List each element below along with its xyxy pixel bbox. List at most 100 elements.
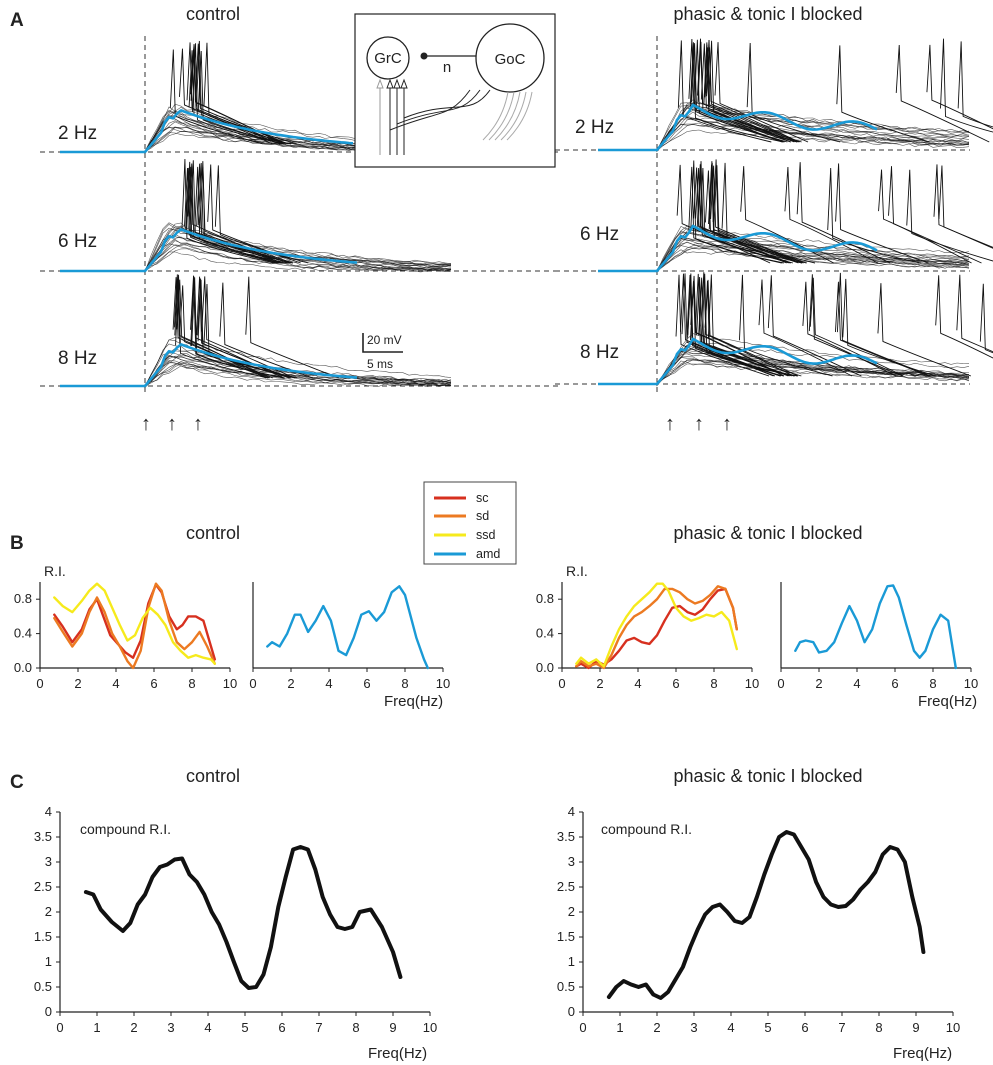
rate-label-8hz-control: 8 Hz <box>58 348 97 369</box>
spike <box>690 275 785 377</box>
panel-c: C control phasic & tonic I blocked 0 1 2 3 4… <box>10 766 960 1062</box>
x-tick-label: 9 <box>389 1020 396 1035</box>
x-tick-label: 8 <box>710 676 717 691</box>
scale-bar-voltage: 20 mV <box>367 333 402 347</box>
spike <box>935 275 993 359</box>
panel-c-control-title: control <box>186 766 240 786</box>
panel-a-control-title: control <box>186 4 240 24</box>
x-tick-label: 6 <box>672 676 679 691</box>
x-tick-label: 4 <box>853 676 860 691</box>
voltage-trace <box>60 363 452 387</box>
x-tick-label: 5 <box>241 1020 248 1035</box>
spike <box>842 278 936 377</box>
x-tick-label: 2 <box>815 676 822 691</box>
y-tick-label: 0.5 <box>557 979 575 994</box>
y-tick-label: 0.5 <box>34 979 52 994</box>
x-tick-label: 2 <box>287 676 294 691</box>
mean-trace <box>60 109 354 154</box>
series-line-amd <box>266 585 429 670</box>
y-tick-label: 2.5 <box>557 879 575 894</box>
goc-label: GoC <box>495 51 526 68</box>
spike <box>693 167 787 264</box>
parallel-fibre <box>494 91 521 141</box>
scale-bar-lines <box>362 333 403 353</box>
parallel-fibre <box>506 91 533 141</box>
x-tick-label: 3 <box>690 1020 697 1035</box>
legend: sc sd ssd amd <box>423 481 517 565</box>
x-tick-label: 2 <box>596 676 603 691</box>
spike <box>707 274 802 377</box>
y-tick-label: 1 <box>45 954 52 969</box>
y-tick-label: 0.0 <box>536 660 554 675</box>
x-tick-label: 10 <box>423 1020 437 1035</box>
stim-arrow: ↑ <box>665 413 675 435</box>
spike <box>808 274 903 377</box>
panel-b-blocked-title: phasic & tonic I blocked <box>673 523 862 543</box>
spike <box>185 167 279 264</box>
spike <box>192 43 286 145</box>
panel-c-blocked-title: phasic & tonic I blocked <box>673 766 862 786</box>
voltage-trace <box>60 350 452 387</box>
voltage-trace <box>598 353 970 386</box>
voltage-trace <box>598 360 970 386</box>
x-tick-label: 10 <box>745 676 759 691</box>
parallel-fibre <box>482 91 509 141</box>
traces-blocked-8hz <box>555 272 993 387</box>
x-tick-label: 4 <box>634 676 641 691</box>
y-tick-label: 1.5 <box>557 929 575 944</box>
x-tick-label: 6 <box>363 676 370 691</box>
x-tick-label: 8 <box>352 1020 359 1035</box>
spike <box>979 283 993 354</box>
goc-cell <box>475 23 545 93</box>
stimulus-arrows-control: ↑ ↑ ↑ <box>141 413 203 435</box>
spike <box>696 164 791 264</box>
fibre-to-goc <box>403 89 491 119</box>
spike <box>721 162 816 264</box>
spike <box>895 44 990 143</box>
voltage-trace <box>60 362 452 388</box>
spike <box>706 47 800 143</box>
spike <box>708 40 802 143</box>
spike <box>835 163 929 264</box>
series-line-ssd <box>575 582 738 668</box>
x-tick-label: 6 <box>150 676 157 691</box>
spike <box>827 167 921 264</box>
synapse-arrow <box>386 78 394 89</box>
x-tick-label: 2 <box>74 676 81 691</box>
x-axis-label: Freq(Hz) <box>384 693 443 710</box>
voltage-trace <box>598 241 970 272</box>
legend-label-ssd: ssd <box>476 528 496 542</box>
voltage-trace <box>60 243 452 272</box>
spike <box>190 276 284 379</box>
voltage-trace <box>598 351 970 386</box>
stim-arrow: ↑ <box>167 413 177 435</box>
chart-b-blocked-right: 0 2 4 6 8 10 Freq(Hz) <box>777 582 978 710</box>
chart-b-control-right: 0 2 4 6 8 10 Freq(Hz) <box>249 582 450 710</box>
panel-a-letter: A <box>10 10 24 31</box>
spike <box>746 43 841 143</box>
rate-label-2hz-blocked: 2 Hz <box>575 117 614 138</box>
x-tick-label: 4 <box>204 1020 211 1035</box>
stim-arrow: ↑ <box>694 413 704 435</box>
spike <box>695 167 789 264</box>
y-tick-label: 0.8 <box>536 591 554 606</box>
voltage-trace <box>60 361 452 387</box>
x-tick-label: 4 <box>727 1020 734 1035</box>
voltage-trace <box>598 333 970 385</box>
spike <box>957 41 993 128</box>
y-tick-label: 3.5 <box>34 829 52 844</box>
x-tick-label: 0 <box>777 676 784 691</box>
spike <box>796 162 891 264</box>
mean-trace <box>598 337 878 386</box>
x-tick-label: 2 <box>130 1020 137 1035</box>
x-tick-label: 10 <box>223 676 237 691</box>
voltage-trace <box>598 111 970 153</box>
y-tick-label: 0.4 <box>14 626 32 641</box>
synapse-arrow <box>376 78 384 89</box>
fibre-to-goc <box>396 89 481 125</box>
y-tick-label: 3 <box>568 854 575 869</box>
spike <box>878 169 972 264</box>
y-tick-label: 1 <box>568 954 575 969</box>
voltage-trace <box>60 235 452 272</box>
